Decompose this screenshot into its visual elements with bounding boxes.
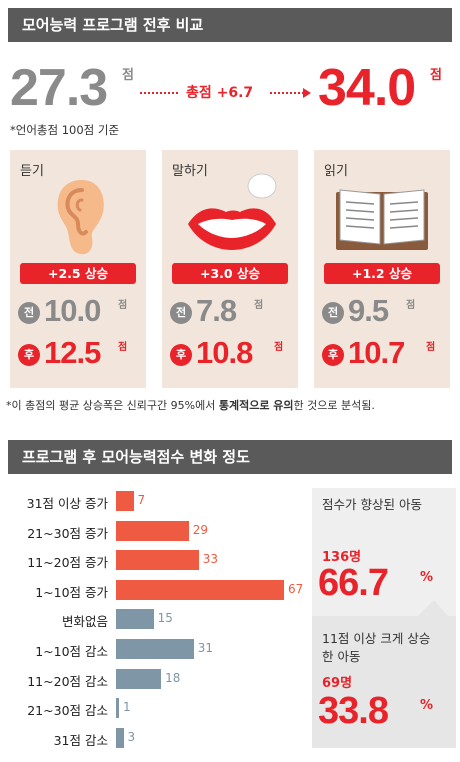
card-before-unit: 점 — [254, 300, 264, 311]
bar-value-label: 1 — [123, 700, 131, 715]
bar-category-label: 변화없음 — [61, 614, 108, 630]
before-total-unit: 점 — [122, 68, 134, 83]
bar-value-label: 29 — [192, 522, 208, 537]
card-speaking: 말하기 +3.0 상승 전 7.8 점 후 10.8 점 — [162, 150, 298, 388]
bar-category-label: 21~30점 증가 — [27, 525, 108, 541]
bar — [116, 550, 199, 571]
ear-icon — [57, 180, 104, 255]
section-title-comparison: 모어능력 프로그램 전후 비교 — [8, 8, 452, 42]
bar-category-label: 1~10점 증가 — [35, 584, 108, 600]
bar-value-label: 33 — [202, 552, 219, 567]
footnote-bold-text: 통계적으로 유의 — [218, 399, 294, 412]
after-circle: 후 — [170, 344, 192, 366]
bar-category-label: 21~30점 감소 — [27, 703, 108, 719]
basis-note: *언어총점 100점 기준 — [10, 123, 120, 137]
before-total-score: 27.3 — [10, 59, 108, 117]
card-before-score: 9.5 — [348, 293, 389, 328]
big-improved-percent: 33.8 — [318, 690, 389, 732]
rise-badge: +3.0 상승 — [172, 263, 288, 284]
bar — [116, 698, 119, 719]
card-after-score: 12.5 — [44, 335, 101, 370]
bar-category-label: 31점 감소 — [53, 732, 108, 748]
card-title: 읽기 — [324, 164, 348, 179]
improved-summary-box — [312, 488, 456, 616]
card-title: 듣기 — [20, 164, 44, 179]
improved-label: 점수가 향상된 아동 — [322, 497, 422, 512]
card-before-unit: 점 — [118, 300, 128, 311]
big-improved-percent-sign: % — [420, 698, 434, 713]
after-total-unit: 점 — [430, 68, 442, 83]
bar-value-label: 67 — [288, 581, 304, 596]
arrow-right-icon — [303, 88, 311, 98]
bar-category-label: 31점 이상 증가 — [26, 496, 108, 511]
footnote-text-end: 한 것으로 분석됨. — [293, 399, 375, 412]
card-after-unit: 점 — [118, 342, 128, 353]
bar-value-label: 7 — [137, 493, 146, 507]
improved-percent: 66.7 — [318, 562, 389, 604]
book-icon — [336, 189, 428, 250]
card-after-unit: 점 — [426, 342, 436, 353]
bar-value-label: 15 — [157, 611, 173, 626]
bar — [116, 668, 162, 689]
bar — [116, 727, 124, 748]
card-listening: 듣기 +2.5 상승 전 10.0 점 후 12.5 점 — [10, 150, 146, 388]
bar-category-label: 11~20점 감소 — [27, 673, 108, 689]
total-change-label: 총점 +6.7 — [186, 85, 254, 101]
bar — [116, 609, 154, 630]
after-total-score: 34.0 — [318, 59, 416, 117]
section-title-change: 프로그램 후 모어능력점수 변화 정도 — [8, 440, 452, 474]
bar-category-label: 1~10점 감소 — [35, 644, 108, 659]
bar — [116, 491, 134, 511]
dotted-arrow-left — [140, 92, 178, 94]
after-circle: 후 — [322, 344, 344, 366]
bar-value-label: 3 — [127, 729, 136, 744]
before-circle: 전 — [18, 302, 40, 324]
card-title: 말하기 — [172, 164, 208, 179]
callout-pointer — [418, 600, 448, 616]
bar-value-label: 18 — [165, 670, 181, 685]
rise-badge: +2.5 상승 — [20, 263, 136, 284]
significance-footnote: *이 총점의 평균 상승폭은 신뢰구간 95%에서 통계적으로 유의한 것으로 … — [6, 397, 375, 413]
card-after-score: 10.8 — [196, 335, 253, 370]
card-after-unit: 점 — [274, 342, 284, 353]
improved-percent-sign: % — [420, 570, 434, 585]
rise-badge: +1.2 상승 — [324, 263, 440, 284]
before-circle: 전 — [170, 302, 192, 324]
before-circle: 전 — [322, 302, 344, 324]
bar — [116, 639, 194, 659]
card-reading: 읽기 +1.2 상승 전 9.5 점 후 10.7 점 — [314, 150, 450, 388]
dotted-arrow-right — [270, 92, 304, 94]
bar — [116, 520, 189, 541]
lips-icon — [188, 173, 277, 250]
improved-count: 136명 — [322, 550, 362, 565]
big-improved-label: 11점 이상 크게 상승한 아동 — [322, 631, 431, 664]
card-before-score: 10.0 — [44, 293, 101, 328]
big-improved-count: 69명 — [322, 676, 353, 691]
bar-category-label: 11~20점 증가 — [27, 555, 108, 571]
card-before-score: 7.8 — [196, 293, 237, 328]
card-before-unit: 점 — [406, 300, 416, 311]
big-improved-summary-box — [312, 616, 456, 748]
after-circle: 후 — [18, 344, 40, 366]
bar — [116, 579, 284, 600]
footnote-text: *이 총점의 평균 상승폭은 신뢰구간 95%에서 — [6, 399, 219, 412]
bar-value-label: 31 — [197, 641, 213, 655]
card-after-score: 10.7 — [348, 335, 405, 370]
